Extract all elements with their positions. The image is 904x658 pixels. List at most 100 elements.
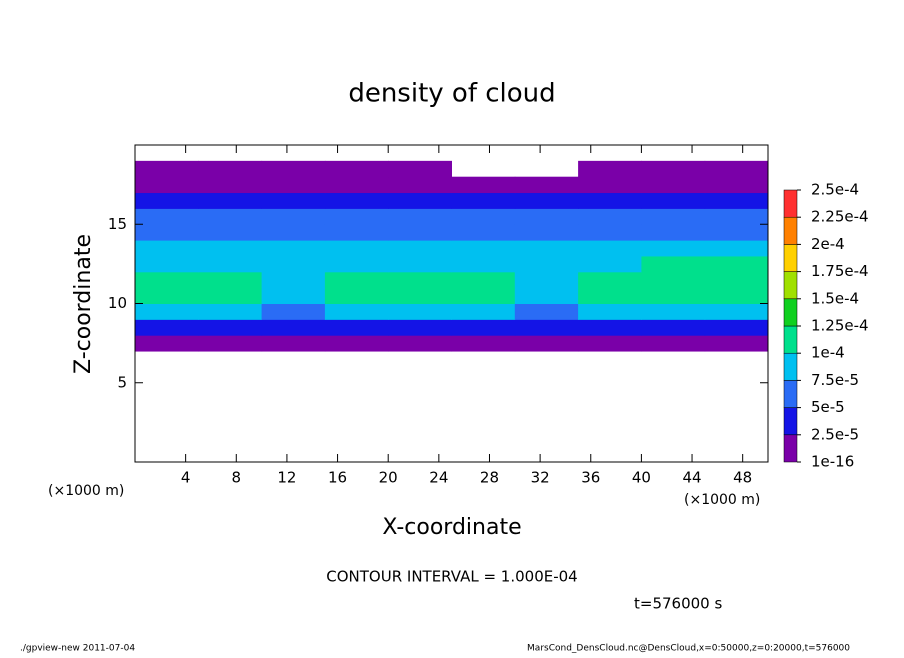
colorbar-label: 2e-4 bbox=[811, 235, 845, 253]
x-tick-label: 8 bbox=[232, 469, 242, 487]
chart-title: density of cloud bbox=[348, 79, 555, 109]
field-cell bbox=[704, 160, 769, 178]
field-cell bbox=[704, 287, 769, 304]
field-cell bbox=[324, 192, 389, 209]
field-cell bbox=[388, 335, 452, 352]
x-tick-label: 32 bbox=[531, 469, 550, 487]
field-cell bbox=[704, 319, 769, 336]
x-unit: (×1000 m) bbox=[684, 492, 760, 508]
field-cell bbox=[578, 271, 642, 289]
colorbar-swatch bbox=[783, 271, 798, 300]
field-cell bbox=[641, 176, 706, 194]
field-cell bbox=[388, 319, 452, 336]
field-cell bbox=[324, 271, 389, 289]
footer-right: MarsCond_DensCloud.nc@DensCloud,x=0:5000… bbox=[527, 644, 850, 654]
field-cell bbox=[451, 319, 516, 336]
field-cell bbox=[578, 319, 642, 336]
field-cell bbox=[261, 192, 326, 209]
field-cell bbox=[514, 303, 579, 320]
field-cell bbox=[324, 160, 389, 178]
contour-note: CONTOUR INTERVAL = 1.000E-04 bbox=[326, 568, 577, 586]
field-cell bbox=[641, 319, 706, 336]
field-cell bbox=[704, 208, 769, 225]
colorbar-swatch bbox=[783, 407, 798, 436]
field-cell bbox=[388, 271, 452, 289]
field-cell bbox=[198, 287, 263, 304]
field-cell bbox=[451, 303, 516, 320]
colorbar-label: 1.25e-4 bbox=[811, 317, 869, 335]
field-cell bbox=[641, 287, 706, 304]
field-cell bbox=[324, 303, 389, 320]
field-cell bbox=[514, 240, 579, 257]
colorbar-swatch bbox=[783, 298, 798, 327]
x-tick-label: 40 bbox=[632, 469, 651, 487]
field-cell bbox=[388, 160, 452, 178]
field-cell bbox=[261, 255, 326, 273]
field-cell bbox=[198, 224, 263, 241]
x-tick-label: 36 bbox=[581, 469, 600, 487]
x-tick-label: 16 bbox=[328, 469, 347, 487]
field-cell bbox=[704, 271, 769, 289]
field-cell bbox=[578, 224, 642, 241]
field-cell bbox=[324, 176, 389, 194]
field-cell bbox=[324, 319, 389, 336]
field-cell bbox=[514, 271, 579, 289]
field-cell bbox=[704, 255, 769, 273]
field-cell bbox=[641, 208, 706, 225]
field-cell bbox=[641, 303, 706, 320]
y-axis-label: Z-coordinate bbox=[71, 234, 96, 374]
field-cell bbox=[135, 287, 199, 304]
x-tick-label: 12 bbox=[277, 469, 296, 487]
field-cell bbox=[388, 208, 452, 225]
field-cell bbox=[704, 224, 769, 241]
field-cell bbox=[388, 192, 452, 209]
field-cell bbox=[514, 176, 579, 194]
field-cell bbox=[261, 176, 326, 194]
field-cell bbox=[324, 335, 389, 352]
field-cell bbox=[388, 240, 452, 257]
field-cell bbox=[451, 271, 516, 289]
field-cell bbox=[451, 224, 516, 241]
field-cell bbox=[324, 255, 389, 273]
x-tick-label: 28 bbox=[480, 469, 499, 487]
colorbar-label: 2.5e-5 bbox=[811, 425, 859, 443]
field-cell bbox=[641, 240, 706, 257]
colorbar-label: 1e-16 bbox=[811, 453, 854, 471]
field-cell bbox=[135, 192, 199, 209]
field-cell bbox=[135, 176, 199, 194]
field-cell bbox=[261, 208, 326, 225]
field-cell bbox=[704, 335, 769, 352]
x-tick-label: 20 bbox=[379, 469, 398, 487]
colorbar-swatch bbox=[783, 380, 798, 408]
field-cell bbox=[578, 192, 642, 209]
field-cell bbox=[388, 176, 452, 194]
colorbar-label: 1.75e-4 bbox=[811, 262, 869, 280]
field-cell bbox=[135, 224, 199, 241]
field-cell bbox=[135, 208, 199, 225]
field-cell bbox=[261, 335, 326, 352]
colorbar-swatch bbox=[783, 216, 798, 245]
colorbar-label: 1e-4 bbox=[811, 344, 845, 362]
field-cell bbox=[261, 271, 326, 289]
field-cell bbox=[261, 224, 326, 241]
field-cell bbox=[198, 240, 263, 257]
colorbar-swatch bbox=[783, 189, 798, 218]
field-cell bbox=[388, 255, 452, 273]
field-cell bbox=[135, 160, 199, 178]
field-cell bbox=[135, 335, 199, 352]
field-cell bbox=[198, 303, 263, 320]
field-cell bbox=[388, 287, 452, 304]
field-cell bbox=[514, 319, 579, 336]
field-cell bbox=[641, 160, 706, 178]
field-cell bbox=[451, 335, 516, 352]
footer-left: ./gpview-new 2011-07-04 bbox=[20, 644, 135, 654]
field bbox=[135, 160, 769, 352]
colorbar-swatch bbox=[783, 352, 798, 381]
field-cell bbox=[641, 224, 706, 241]
field-cell bbox=[198, 335, 263, 352]
field-cell bbox=[514, 224, 579, 241]
x-tick-label: 48 bbox=[733, 469, 752, 487]
field-cell bbox=[388, 224, 452, 241]
field-cell bbox=[198, 192, 263, 209]
